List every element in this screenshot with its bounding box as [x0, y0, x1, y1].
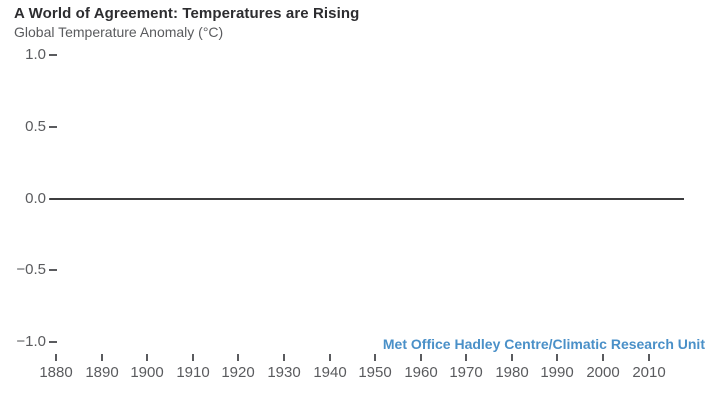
- y-axis-tick-group: 0.0: [0, 191, 57, 207]
- zero-baseline: [50, 198, 684, 200]
- x-tick-label: 1960: [404, 364, 438, 381]
- chart-title: A World of Agreement: Temperatures are R…: [14, 5, 360, 22]
- x-tick-label: 1930: [267, 364, 301, 381]
- y-tick-mark: [49, 269, 57, 271]
- x-tick-label: 1900: [130, 364, 164, 381]
- x-axis-tick-group: 2010: [619, 354, 679, 381]
- x-axis-tick-group: 1890: [72, 354, 132, 381]
- x-tick-label: 2000: [586, 364, 620, 381]
- x-tick-mark: [374, 354, 376, 361]
- x-axis-tick-group: 1940: [300, 354, 360, 381]
- x-tick-label: 1970: [449, 364, 483, 381]
- y-tick-label: −1.0: [16, 333, 46, 350]
- x-tick-label: 1920: [221, 364, 255, 381]
- y-tick-label: 0.5: [25, 118, 46, 135]
- x-tick-label: 2010: [632, 364, 666, 381]
- x-axis-tick-group: 1920: [208, 354, 268, 381]
- y-axis-tick-group: 1.0: [0, 47, 57, 63]
- x-tick-label: 1940: [313, 364, 347, 381]
- x-axis-tick-group: 1980: [482, 354, 542, 381]
- x-tick-mark: [556, 354, 558, 361]
- x-tick-mark: [283, 354, 285, 361]
- y-axis-tick-group: 0.5: [0, 119, 57, 135]
- x-tick-mark: [101, 354, 103, 361]
- x-axis-tick-group: 1960: [391, 354, 451, 381]
- y-tick-mark: [49, 54, 57, 56]
- y-tick-label: 1.0: [25, 46, 46, 63]
- x-tick-mark: [511, 354, 513, 361]
- y-tick-label: −0.5: [16, 261, 46, 278]
- x-tick-label: 1950: [358, 364, 392, 381]
- data-source-credit: Met Office Hadley Centre/Climatic Resear…: [382, 336, 705, 352]
- chart-subtitle: Global Temperature Anomaly (°C): [14, 24, 224, 40]
- x-axis-tick-group: 1930: [254, 354, 314, 381]
- x-tick-mark: [329, 354, 331, 361]
- x-axis-tick-group: 1950: [345, 354, 405, 381]
- x-axis-tick-group: 2000: [573, 354, 633, 381]
- y-tick-label: 0.0: [25, 190, 46, 207]
- x-tick-mark: [237, 354, 239, 361]
- y-axis-tick-group: −0.5: [0, 262, 57, 278]
- y-axis-tick-group: −1.0: [0, 334, 57, 350]
- x-tick-label: 1890: [85, 364, 119, 381]
- x-tick-mark: [146, 354, 148, 361]
- x-tick-mark: [55, 354, 57, 361]
- x-tick-mark: [602, 354, 604, 361]
- x-axis-tick-group: 1900: [117, 354, 177, 381]
- x-tick-label: 1880: [39, 364, 73, 381]
- x-axis-tick-group: 1910: [163, 354, 223, 381]
- x-tick-label: 1910: [176, 364, 210, 381]
- x-axis-tick-group: 1990: [527, 354, 587, 381]
- y-tick-mark: [49, 126, 57, 128]
- x-tick-mark: [465, 354, 467, 361]
- x-tick-mark: [192, 354, 194, 361]
- x-tick-mark: [648, 354, 650, 361]
- x-axis-tick-group: 1970: [436, 354, 496, 381]
- x-axis-tick-group: 1880: [26, 354, 86, 381]
- y-tick-mark: [49, 341, 57, 343]
- x-tick-mark: [420, 354, 422, 361]
- x-tick-label: 1990: [540, 364, 574, 381]
- x-tick-label: 1980: [495, 364, 529, 381]
